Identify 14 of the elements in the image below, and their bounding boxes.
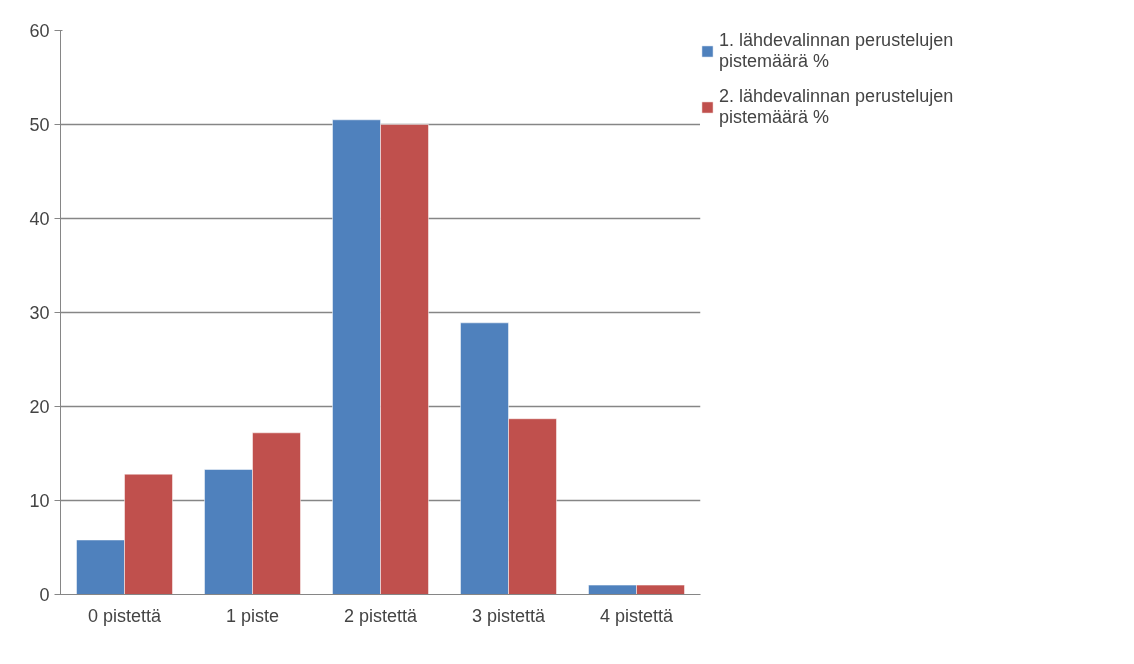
- x-tick-label: 2 pistettä: [343, 605, 419, 626]
- legend-label: 1. lähdevalinnan perustelujen pistemäärä %: [719, 30, 954, 72]
- legend-label: 2. lähdevalinnan perustelujen pistemäärä %: [719, 86, 954, 128]
- x-tick-label: 4 pistettä: [599, 605, 675, 626]
- y-tick-label: 0: [39, 585, 50, 605]
- x-tick-label: 0 pistettä: [87, 605, 163, 626]
- y-tick-label: 20: [29, 397, 50, 417]
- y-tick-label: 10: [29, 491, 50, 511]
- x-tick-label: 3 pistettä: [471, 605, 547, 626]
- y-tick-label: 60: [29, 21, 50, 41]
- x-tick-label: 1 piste: [225, 605, 280, 626]
- y-tick-label: 50: [29, 115, 50, 135]
- y-tick-label: 30: [29, 303, 50, 323]
- y-tick-label: 40: [29, 209, 50, 229]
